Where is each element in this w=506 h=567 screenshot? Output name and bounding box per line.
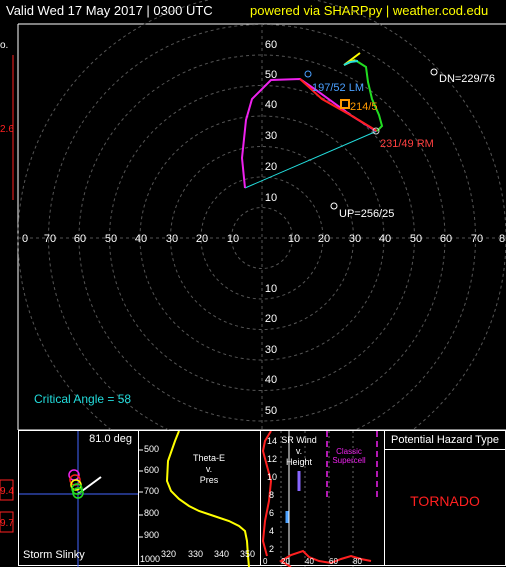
mean-wind-label: 214/5 [350,101,378,113]
ring-label-n-20: 20 [265,161,277,173]
upshear-marker [330,202,338,210]
sr-y-tick-14: 14 [267,436,278,446]
ring-label-s-40: 40 [265,374,277,386]
mean-wind-marker [340,99,350,109]
ring-label-s-50: 50 [265,405,277,417]
axis-label-w-20: 20 [196,233,208,245]
theta-x-tick-320: 320 [161,549,177,559]
axis-label-e-50: 50 [410,233,422,245]
downshear-label: DN=229/76 [439,73,495,85]
left-edge-fragment-value: 2.6 [0,124,14,135]
theta-y-tick-500: 500 [144,444,160,454]
slinky-title: Storm Slinky [23,549,85,561]
sr-y-tick-12: 12 [267,454,278,464]
theta-x-tick-340: 340 [214,549,230,559]
hazard-value: TORNADO [410,493,480,509]
axis-label-w-50: 50 [105,233,117,245]
ring-label-s-10: 10 [265,283,277,295]
theta-x-tick-330: 330 [188,549,204,559]
downshear-marker [430,68,438,76]
axis-label-e-40: 40 [379,233,391,245]
ring-label-n-50: 50 [265,69,277,81]
critical-angle-label: Critical Angle = 58 [34,392,131,406]
theta-y-tick-900: 900 [144,530,160,540]
left-mover-label: 197/52 LM [312,82,364,94]
hazard-title: Potential Hazard Type [385,431,505,450]
hodograph-trace-red [299,78,378,132]
sr-x-tick-40: 40 [305,557,314,566]
slinky-left-value-2: 9.7 [0,518,14,529]
axis-label-w-10: 10 [227,233,239,245]
sr-wind-title: SR Wind v. Height [281,435,317,467]
hodograph-trace-cyan [343,60,359,66]
axis-label-w-60: 60 [74,233,86,245]
axis-label-e-20: 20 [318,233,330,245]
upshear-label: UP=256/25 [339,208,394,220]
powered-by-label: powered via SHARPpy | weather.cod.edu [250,3,489,18]
sr-y-tick-2: 2 [269,544,275,554]
sr-x-tick-80: 80 [353,557,362,566]
sr-y-tick-8: 8 [269,490,275,500]
axis-label-e-60: 60 [440,233,452,245]
theta-e-panel: Theta-E v. Pres 500 600 700 800 900 1000… [138,430,261,567]
hodograph-trace-green [354,59,384,132]
sr-x-tick-0: 0 [263,557,268,566]
sr-y-tick-4: 4 [269,526,275,536]
sr-x-tick-60: 60 [329,557,338,566]
ring-label-n-10: 10 [265,192,277,204]
theta-y-tick-600: 600 [144,465,160,475]
sr-y-tick-10: 10 [267,472,278,482]
valid-time-label: Valid Wed 17 May 2017 | 0300 UTC [6,3,213,18]
ring-label-s-30: 30 [265,344,277,356]
sr-wind-panel: SR Wind v. Height Classic Supercell 14 1… [260,430,385,567]
axis-label-w-40: 40 [135,233,147,245]
ring-label-n-30: 30 [265,130,277,142]
ring-label-n-40: 40 [265,99,277,111]
theta-e-title: Theta-E v. Pres [192,453,225,485]
header-bar: Valid Wed 17 May 2017 | 0300 UTC powered… [0,0,506,22]
ring-label-s-20: 20 [265,313,277,325]
theta-y-tick-800: 800 [144,508,160,518]
storm-slinky-panel: 81.0 deg Storm Slinky [18,430,140,567]
left-mover-marker [304,70,312,78]
axis-label-w-70: 70 [44,233,56,245]
shear-vector-line [244,130,378,189]
theta-x-tick-350: 350 [240,549,256,559]
axis-label-e-10: 10 [288,233,300,245]
left-edge-fragment-top: o. [0,40,8,51]
slinky-left-value-1: 9.4 [0,486,14,497]
classic-supercell-label: Classic Supercell [332,447,366,465]
axis-label-e-80: 8 [499,233,505,245]
theta-y-tick-700: 700 [144,486,160,496]
ring-label-n-60: 60 [265,39,277,51]
axis-label-zero-left: 0 [22,233,28,245]
slinky-angle-label: 81.0 deg [89,433,132,445]
axis-label-w-30: 30 [166,233,178,245]
axis-label-e-70: 70 [471,233,483,245]
right-mover-label: 231/49 RM [380,138,434,150]
axis-label-e-30: 30 [349,233,361,245]
right-mover-marker [372,127,380,135]
hazard-panel: Potential Hazard Type TORNADO [384,430,506,566]
theta-y-tick-1000: 1000 [140,554,161,564]
sr-x-tick-20: 20 [281,557,290,566]
sr-y-tick-6: 6 [269,508,275,518]
